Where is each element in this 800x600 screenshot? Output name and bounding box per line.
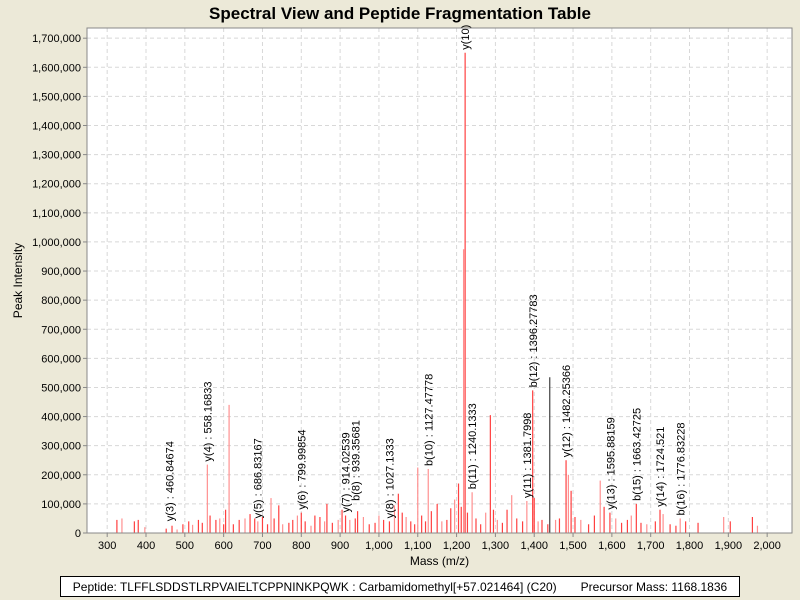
y-tick-label: 1,200,000: [32, 179, 81, 191]
x-tick-label: 1,900: [715, 540, 743, 552]
x-tick-label: 300: [98, 540, 116, 552]
peak-annotation: b(15) : 1663.42725: [631, 408, 643, 501]
peak-annotation: y(4) : 558.16833: [202, 381, 214, 461]
y-tick-label: 1,100,000: [32, 208, 81, 220]
y-tick-label: 1,500,000: [32, 91, 81, 103]
peak-annotation: y(13) : 1595.88159: [605, 417, 617, 509]
y-tick-label: 1,400,000: [32, 121, 81, 133]
y-tick-label: 400,000: [41, 412, 81, 424]
x-tick-label: 1,400: [520, 540, 548, 552]
peak-annotation: y(6) : 799.99854: [296, 430, 308, 510]
y-tick-label: 600,000: [41, 353, 81, 365]
x-tick-label: 600: [214, 540, 232, 552]
x-tick-label: 900: [331, 540, 349, 552]
x-axis-label: Mass (m/z): [410, 554, 469, 568]
y-tick-label: 0: [75, 528, 81, 540]
precursor-mass: Precursor Mass: 1168.1836: [580, 579, 728, 594]
y-tick-label: 200,000: [41, 470, 81, 482]
spectrum-chart: 0 100,000 200,000 300,000 400,000 500,000 600,…: [11, 25, 793, 568]
peak-annotation: y(5) : 686.83167: [252, 438, 264, 518]
peak-annotation: b(10) : 1127.47778: [423, 374, 435, 466]
plot-border: [86, 27, 793, 534]
peak-annotation: y(3) : 460.84674: [165, 441, 177, 521]
y-tick-label: 1,300,000: [32, 150, 81, 162]
peak-annotation: y(8) : 1027.1333: [384, 438, 396, 518]
y-tick-label: 900,000: [41, 266, 81, 278]
peptide-sequence: Peptide: TLFFLSDDSTLRPVAIELTCPPNINKPQWK …: [72, 579, 557, 594]
y-tick-label: 1,600,000: [32, 62, 81, 74]
peak-annotation: y(14) : 1724.521: [655, 427, 667, 507]
y-tick-label: 500,000: [41, 382, 81, 394]
y-tick-label: 700,000: [41, 324, 81, 336]
x-tick-label: 800: [292, 540, 310, 552]
peak-annotation: b(11) : 1240.1333: [467, 403, 479, 489]
y-tick-label: 100,000: [41, 499, 81, 511]
x-tick-label: 1,500: [559, 540, 587, 552]
peak-annotation: y(12) : 1482.25366: [561, 365, 573, 457]
x-tick-label: 1,700: [637, 540, 665, 552]
y-tick-label: 800,000: [41, 295, 81, 307]
peptide-info-box: Peptide: TLFFLSDDSTLRPVAIELTCPPNINKPQWK …: [60, 576, 740, 597]
x-tick-label: 500: [176, 540, 194, 552]
peak-annotation: b(12) : 1396.27783: [528, 294, 540, 387]
y-tick-label: 1,000,000: [32, 237, 81, 249]
x-tick-label: 2,000: [753, 540, 781, 552]
peak-annotation: y(10): [460, 25, 472, 50]
peak-annotation: b(8) : 939.35681: [350, 420, 362, 501]
y-tick-label: 300,000: [41, 441, 81, 453]
plot-area: [87, 28, 792, 533]
y-axis-label: Peak Intensity: [11, 243, 25, 318]
peak-annotation: y(11) : 1381.7998: [522, 413, 534, 498]
x-tick-label: 1,000: [365, 540, 393, 552]
x-tick-label: 1,200: [443, 540, 471, 552]
x-tick-label: 700: [253, 540, 271, 552]
x-tick-label: 1,300: [482, 540, 510, 552]
x-tick-label: 400: [137, 540, 155, 552]
peak-annotation: y(7) : 914.02539: [341, 432, 353, 512]
x-tick-label: 1,600: [598, 540, 626, 552]
x-tick-label: 1,800: [676, 540, 704, 552]
x-tick-label: 1,100: [404, 540, 432, 552]
peak-annotation: b(16) : 1776.83228: [676, 422, 688, 515]
chart-title: Spectral View and Peptide Fragmentation …: [209, 4, 591, 23]
y-tick-label: 1,700,000: [32, 33, 81, 45]
